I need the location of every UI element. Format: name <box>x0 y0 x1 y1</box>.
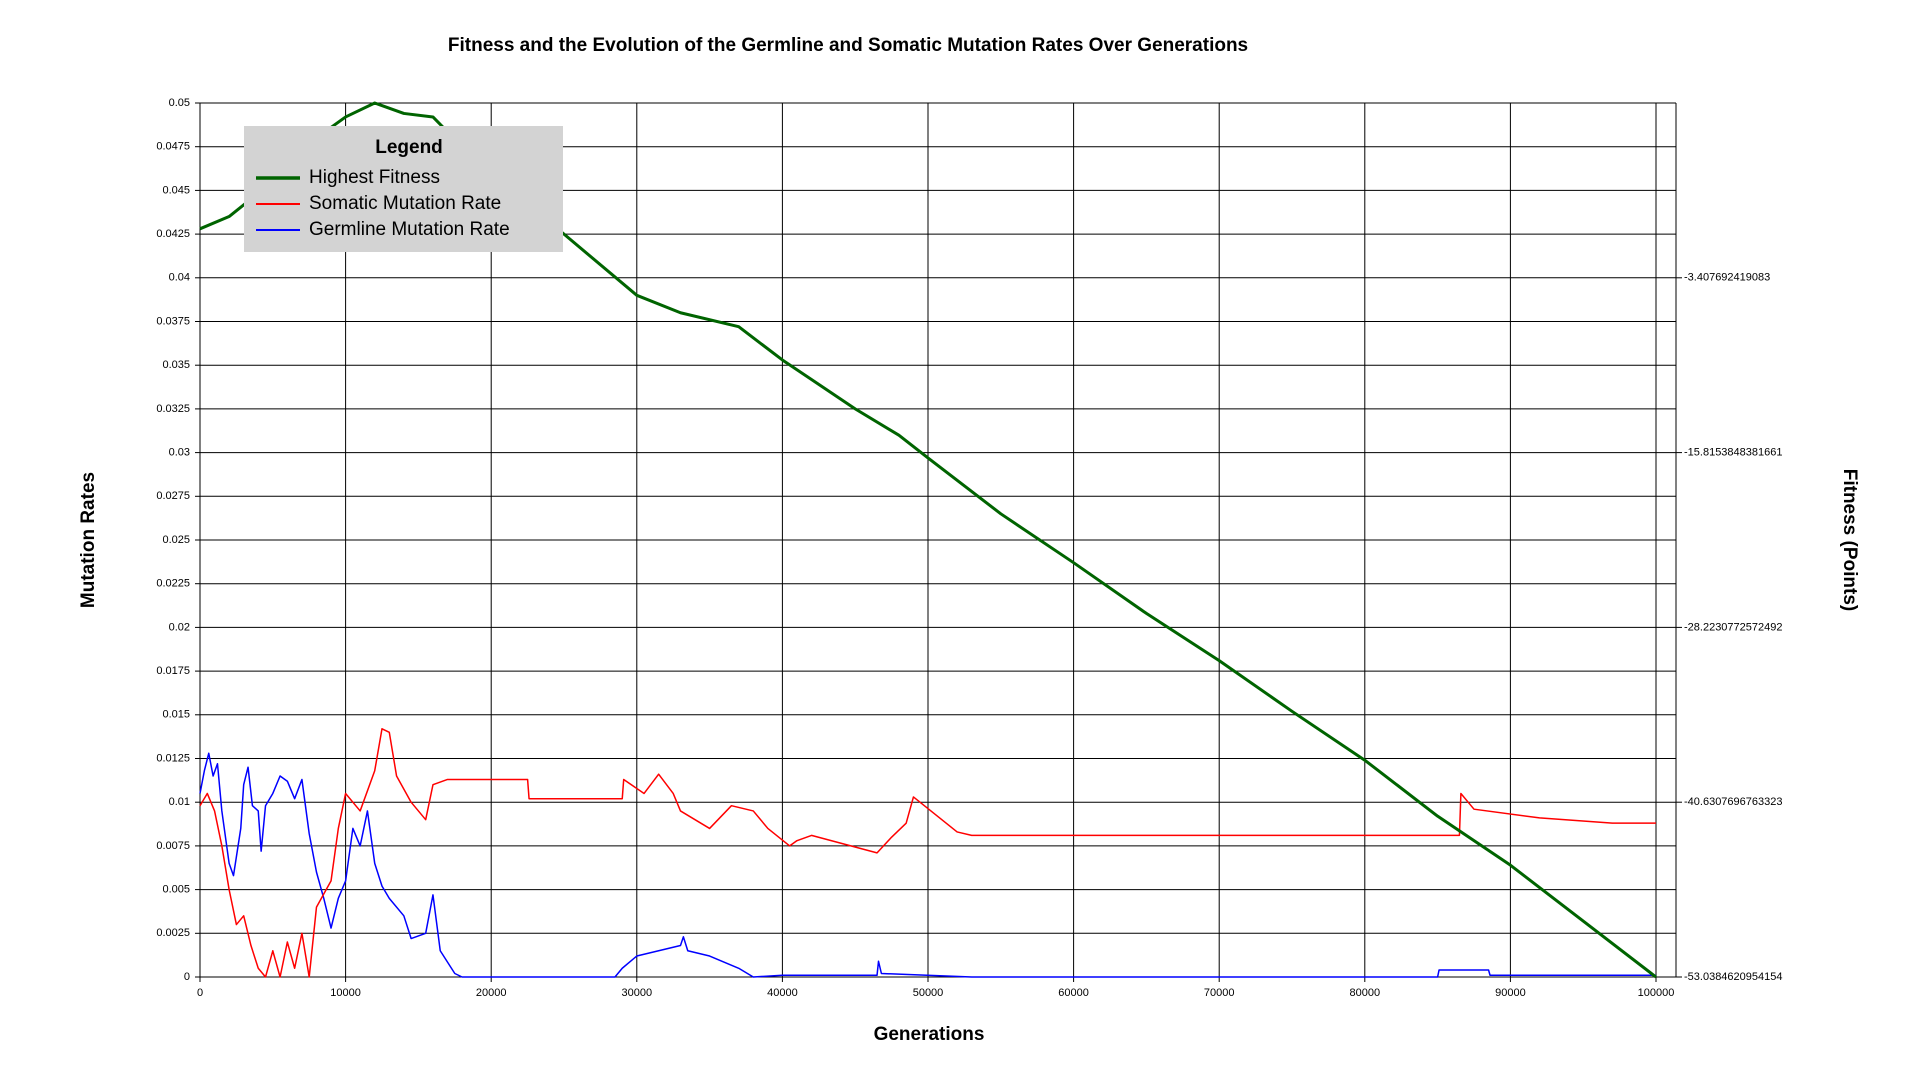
y-tick-label: 0.045 <box>162 184 190 196</box>
x-tick-label: 40000 <box>767 987 798 999</box>
y-tick-label: 0.025 <box>162 534 190 546</box>
x-tick-label: 0 <box>197 987 203 999</box>
x-tick-label: 90000 <box>1495 987 1526 999</box>
y-tick-label: 0.04 <box>169 272 190 284</box>
y-tick-label: 0.05 <box>169 97 190 109</box>
y-tick-label: 0.005 <box>162 884 190 896</box>
x-tick-label: 80000 <box>1350 987 1381 999</box>
x-tick-label: 20000 <box>476 987 507 999</box>
y-tick-label: 0.0325 <box>156 403 190 415</box>
y-tick-label: 0.02 <box>169 621 190 633</box>
series-line <box>199 728 1656 978</box>
legend-label: Somatic Mutation Rate <box>309 193 501 214</box>
y2-axis-label: Fitness (Points) <box>1839 469 1860 612</box>
series-line <box>199 752 1656 978</box>
y-tick-label: 0.0425 <box>156 228 190 240</box>
x-tick-label: 60000 <box>1058 987 1089 999</box>
y-tick-label: 0.035 <box>162 359 190 371</box>
legend-title: Legend <box>375 137 443 158</box>
x-tick-label: 70000 <box>1204 987 1235 999</box>
series-line <box>199 101 1657 979</box>
y2-tick-label: -28.2230772572492 <box>1684 621 1782 633</box>
y-tick-label: 0.0225 <box>156 578 190 590</box>
y2-tick-label: -15.8153848381661 <box>1684 447 1782 459</box>
x-tick-label: 50000 <box>913 987 944 999</box>
y-tick-label: 0.0175 <box>156 665 190 677</box>
y-tick-label: 0.0025 <box>156 927 190 939</box>
x-tick-label: 10000 <box>330 987 361 999</box>
x-tick-label: 30000 <box>622 987 653 999</box>
y-tick-label: 0.0475 <box>156 141 190 153</box>
chart-title: Fitness and the Evolution of the Germlin… <box>448 35 1248 56</box>
y-tick-label: 0.0275 <box>156 490 190 502</box>
y2-tick-label: -3.407692419083 <box>1684 272 1770 284</box>
x-axis-label: Generations <box>874 1024 985 1045</box>
y-tick-label: 0.01 <box>169 796 190 808</box>
y-tick-label: 0 <box>184 971 190 983</box>
y2-tick-label: -53.0384620954154 <box>1684 971 1782 983</box>
y-axis-label: Mutation Rates <box>78 472 99 608</box>
y-tick-label: 0.0075 <box>156 840 190 852</box>
y-tick-label: 0.03 <box>169 447 190 459</box>
y-tick-label: 0.0125 <box>156 752 190 764</box>
legend-label: Highest Fitness <box>309 167 440 188</box>
x-tick-label: 100000 <box>1638 987 1675 999</box>
legend: Legend Highest Fitness Somatic Mutation Ra… <box>244 126 563 252</box>
y-tick-label: 0.015 <box>162 709 190 721</box>
legend-label: Germline Mutation Rate <box>309 219 510 240</box>
y2-tick-label: -40.6307696763323 <box>1684 796 1782 808</box>
y-tick-label: 0.0375 <box>156 315 190 327</box>
